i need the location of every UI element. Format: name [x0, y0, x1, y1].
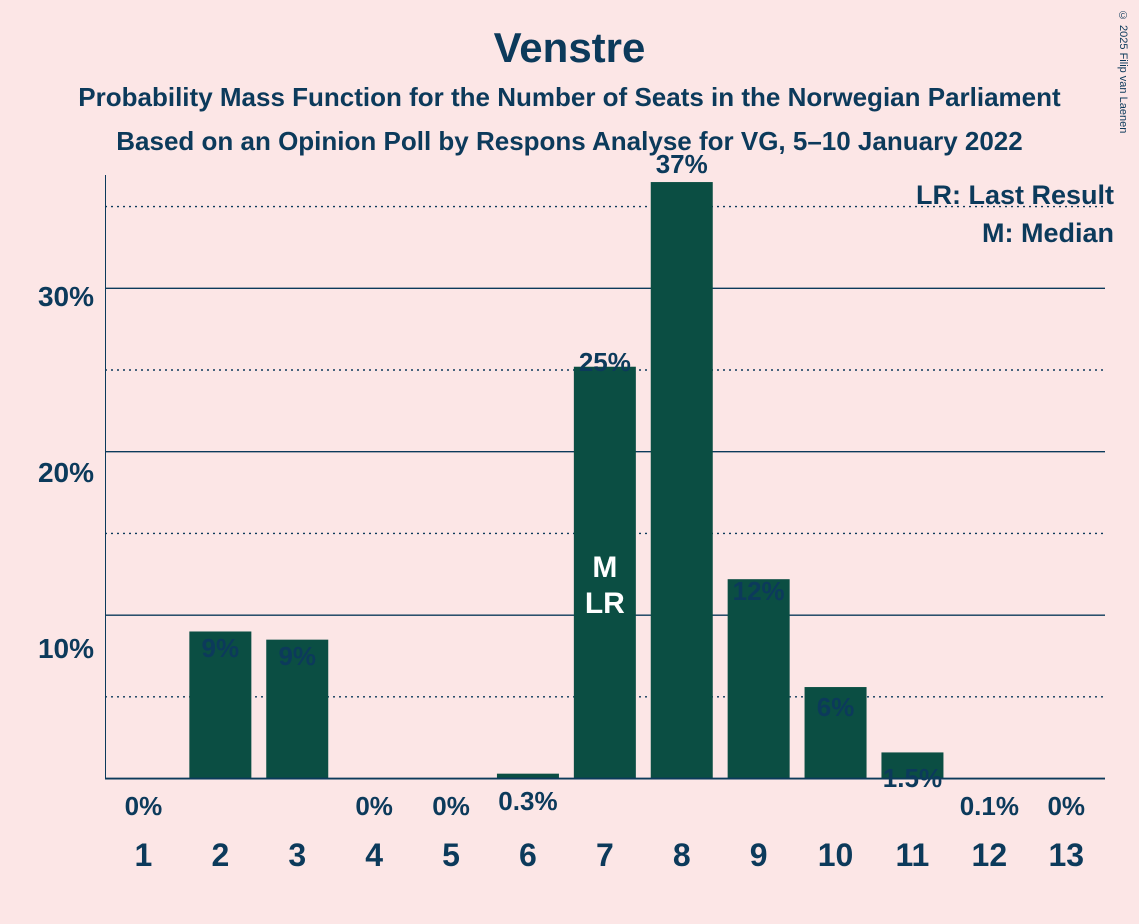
x-axis-label: 5	[442, 837, 460, 874]
chart-subtitle-1: Probability Mass Function for the Number…	[0, 82, 1139, 113]
bar-value-label: 9%	[278, 641, 316, 672]
bar-value-label: 0%	[125, 791, 163, 822]
bar-value-label: 1.5%	[883, 763, 942, 794]
bar-value-label: 0.1%	[960, 791, 1019, 822]
x-axis-label: 4	[365, 837, 383, 874]
x-axis-label: 13	[1048, 837, 1084, 874]
bar-value-label: 9%	[202, 633, 240, 664]
x-axis-label: 1	[135, 837, 153, 874]
y-axis-label: 30%	[38, 281, 94, 313]
copyright-text: © 2025 Filip van Laenen	[1117, 10, 1129, 133]
chart-container: Venstre Probability Mass Function for th…	[0, 0, 1139, 924]
x-axis-label: 10	[818, 837, 854, 874]
bar-value-label: 12%	[733, 576, 785, 607]
x-axis-label: 8	[673, 837, 691, 874]
bar-value-label: 37%	[656, 149, 708, 180]
bar-value-label: 0%	[355, 791, 393, 822]
bar-value-label: 6%	[817, 692, 855, 723]
bar	[651, 182, 713, 779]
x-axis-label: 3	[288, 837, 306, 874]
y-axis-label: 10%	[38, 633, 94, 665]
chart-subtitle-2: Based on an Opinion Poll by Respons Anal…	[0, 126, 1139, 157]
x-axis-label: 7	[596, 837, 614, 874]
bar-value-label: 25%	[579, 347, 631, 378]
bar	[728, 579, 790, 778]
x-axis-label: 6	[519, 837, 537, 874]
plot-area	[105, 175, 1105, 825]
x-axis-label: 2	[211, 837, 229, 874]
bar-value-label: 0%	[432, 791, 470, 822]
bar-value-label: 0.3%	[498, 786, 557, 817]
in-bar-median-label: MLR	[585, 550, 625, 622]
x-axis-label: 12	[972, 837, 1008, 874]
x-axis-label: 11	[896, 837, 930, 874]
bar-value-label: 0%	[1047, 791, 1085, 822]
x-axis-label: 9	[750, 837, 768, 874]
chart-title: Venstre	[0, 24, 1139, 72]
y-axis-label: 20%	[38, 457, 94, 489]
